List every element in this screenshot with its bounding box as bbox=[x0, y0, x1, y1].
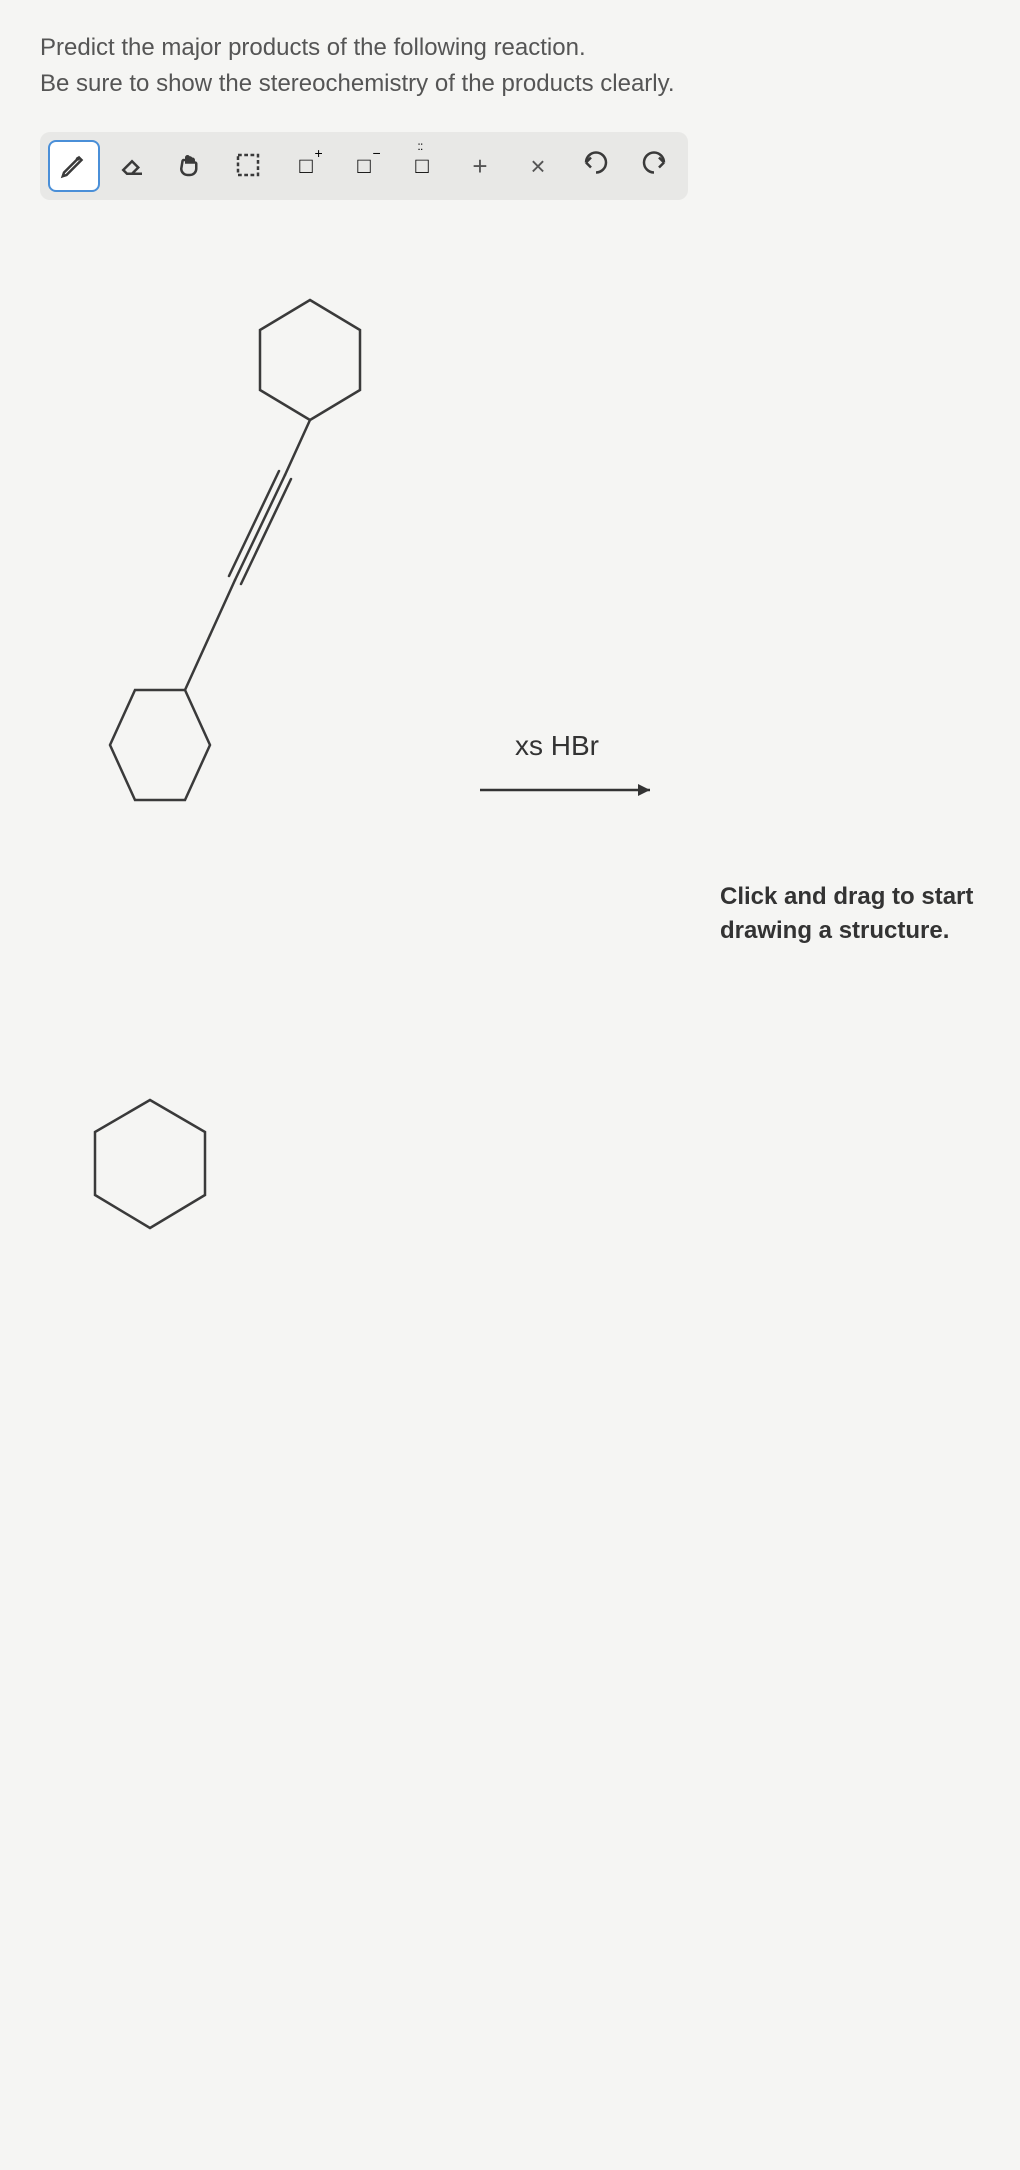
redo-icon bbox=[639, 150, 669, 183]
undo-button[interactable] bbox=[570, 140, 622, 192]
plus-symbol-button[interactable]: + bbox=[454, 140, 506, 192]
canvas-hint-text: Click and drag to start drawing a struct… bbox=[720, 880, 973, 947]
charge-plus-icon: □ bbox=[299, 153, 312, 179]
charge-plus-button[interactable]: □ bbox=[280, 140, 332, 192]
question-text: Predict the major products of the follow… bbox=[40, 30, 980, 102]
drawing-toolbar: □ □ □ + × bbox=[40, 132, 688, 200]
hand-tool-button[interactable] bbox=[164, 140, 216, 192]
charge-minus-icon: □ bbox=[357, 153, 370, 179]
undo-icon bbox=[581, 150, 611, 183]
selection-box-icon bbox=[233, 150, 263, 183]
pointer-hand-icon bbox=[175, 150, 205, 183]
extra-cyclohexane bbox=[70, 1080, 230, 1245]
hint-line-1: Click and drag to start bbox=[720, 880, 973, 914]
pencil-tool-button[interactable] bbox=[48, 140, 100, 192]
starting-molecule bbox=[60, 280, 420, 945]
plus-icon: + bbox=[472, 151, 487, 182]
pencil-icon bbox=[59, 150, 89, 183]
lone-pair-button[interactable]: □ bbox=[396, 140, 448, 192]
delete-button[interactable]: × bbox=[512, 140, 564, 192]
drawing-canvas[interactable]: xs HBr Click and drag to start drawing a… bbox=[40, 240, 980, 1640]
lone-pair-icon: □ bbox=[415, 153, 428, 179]
eraser-tool-button[interactable] bbox=[106, 140, 158, 192]
times-icon: × bbox=[530, 151, 545, 182]
redo-button[interactable] bbox=[628, 140, 680, 192]
reagent-text: xs HBr bbox=[515, 730, 599, 761]
eraser-icon bbox=[117, 150, 147, 183]
question-line-1: Predict the major products of the follow… bbox=[40, 30, 980, 66]
hint-line-2: drawing a structure. bbox=[720, 914, 973, 948]
question-line-2: Be sure to show the stereochemistry of t… bbox=[40, 66, 980, 102]
reagent-label: xs HBr bbox=[515, 730, 599, 762]
reaction-arrow bbox=[480, 780, 660, 805]
selection-box-button[interactable] bbox=[222, 140, 274, 192]
charge-minus-button[interactable]: □ bbox=[338, 140, 390, 192]
